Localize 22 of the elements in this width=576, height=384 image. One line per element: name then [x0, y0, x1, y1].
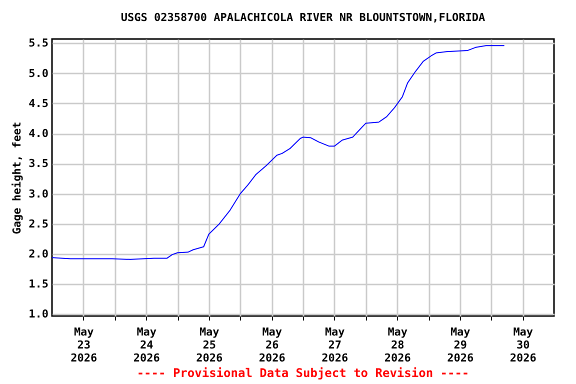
- y-tick-label: 5.5: [28, 36, 48, 50]
- x-tick-label: May 30 2026: [510, 326, 537, 364]
- x-tick-label: May 29 2026: [447, 326, 474, 364]
- y-tick-label: 3.0: [28, 187, 48, 200]
- y-axis-title: Gage height, feet: [10, 122, 24, 234]
- y-tick-label: 4.0: [28, 127, 48, 140]
- chart-title: USGS 02358700 APALACHICOLA RIVER NR BLOUNTSTOWN,FLORIDA: [120, 11, 486, 24]
- y-tick-label: 1.0: [28, 308, 48, 321]
- x-tick-label: May 25 2026: [196, 326, 223, 364]
- x-tick-label: May 24 2026: [133, 326, 160, 364]
- y-tick-label: 4.5: [28, 96, 48, 110]
- text: ---- Provisional Data Subject to Revision ----: [136, 366, 470, 380]
- line-series: [52, 45, 505, 260]
- x-tick-label: May 28 2026: [384, 326, 412, 364]
- y-tick-label: 2.0: [28, 247, 48, 260]
- y-tick-label: 3.5: [28, 157, 48, 170]
- y-tick-label: 5.0: [28, 66, 48, 80]
- y-tick-label: 2.5: [28, 217, 48, 230]
- x-tick-label: May 23 2026: [70, 326, 98, 364]
- x-tick-label: May 27 2026: [322, 326, 348, 364]
- y-tick-label: 1.5: [28, 278, 48, 291]
- x-tick-label: May 26 2026: [258, 326, 286, 364]
